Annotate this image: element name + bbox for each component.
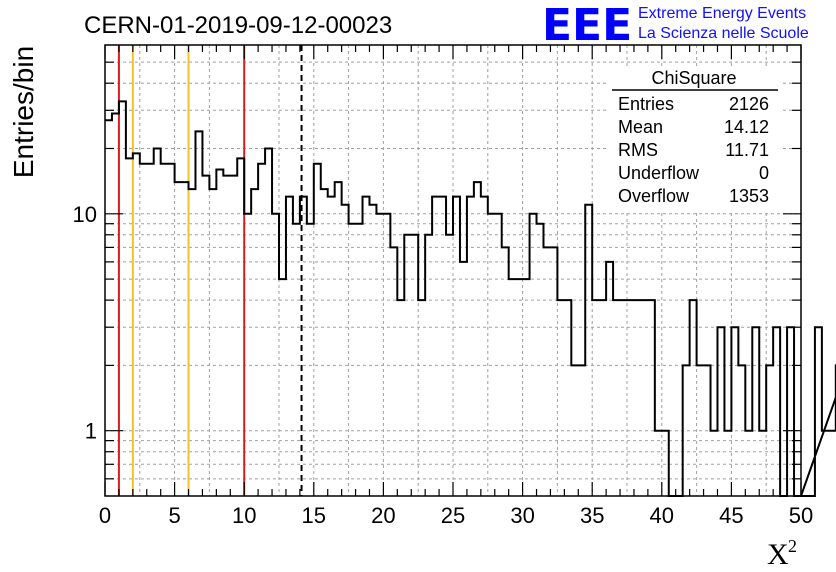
x-tick-label: 20 xyxy=(371,503,395,528)
stats-label: Entries xyxy=(618,94,674,114)
eee-logo: EEE Extreme Energy Events La Scienza nel… xyxy=(542,0,809,51)
histogram xyxy=(105,100,836,497)
x-tick-label: 50 xyxy=(789,503,813,528)
stats-label: RMS xyxy=(618,140,658,160)
x-axis-label-main: X xyxy=(767,538,789,571)
x-tick-label: 30 xyxy=(510,503,534,528)
x-tick-label: 45 xyxy=(719,503,743,528)
stats-label: Overflow xyxy=(618,186,690,206)
x-tick-label: 35 xyxy=(580,503,604,528)
stats-title: ChiSquare xyxy=(651,68,736,88)
stats-value: 1353 xyxy=(729,186,769,206)
x-tick-label: 5 xyxy=(168,503,180,528)
eee-logo-mark: EEE xyxy=(542,0,632,51)
x-axis-label-superscript: 2 xyxy=(788,536,797,556)
x-tick-label: 15 xyxy=(302,503,326,528)
stats-value: 11.71 xyxy=(725,140,769,160)
stats-box: ChiSquare Entries 2126 Mean 14.12 RMS 11.71 Un… xyxy=(608,66,780,210)
reference-lines xyxy=(117,45,303,496)
stats-value: 2126 xyxy=(729,94,769,114)
x-tick-label: 0 xyxy=(99,503,111,528)
stats-value: 0 xyxy=(759,163,769,183)
stats-rows: Entries 2126 Mean 14.12 RMS 11.71 Underflow 0 Ov… xyxy=(618,94,769,206)
stats-label: Mean xyxy=(618,117,663,137)
histogram-line xyxy=(105,100,836,497)
grid xyxy=(105,45,801,496)
brand-line-1: Extreme Energy Events xyxy=(638,5,806,22)
x-tick-label: 25 xyxy=(441,503,465,528)
chart-title: CERN-01-2019-09-12-00023 xyxy=(84,12,392,39)
stats-value: 14.12 xyxy=(724,117,769,137)
brand-line-2: La Scienza nelle Scuole xyxy=(638,25,809,42)
stats-label: Underflow xyxy=(618,163,700,183)
y-tick-label: 1 xyxy=(85,419,97,444)
x-axis-label: X 2 xyxy=(767,536,797,571)
ticks: 0 5 10 15 20 25 30 35 40 45 50 1 10 xyxy=(73,45,813,528)
y-tick-label: 10 xyxy=(73,202,97,227)
y-axis-label: Entries/bin xyxy=(8,46,39,178)
x-tick-label: 10 xyxy=(232,503,256,528)
x-tick-label: 40 xyxy=(650,503,674,528)
